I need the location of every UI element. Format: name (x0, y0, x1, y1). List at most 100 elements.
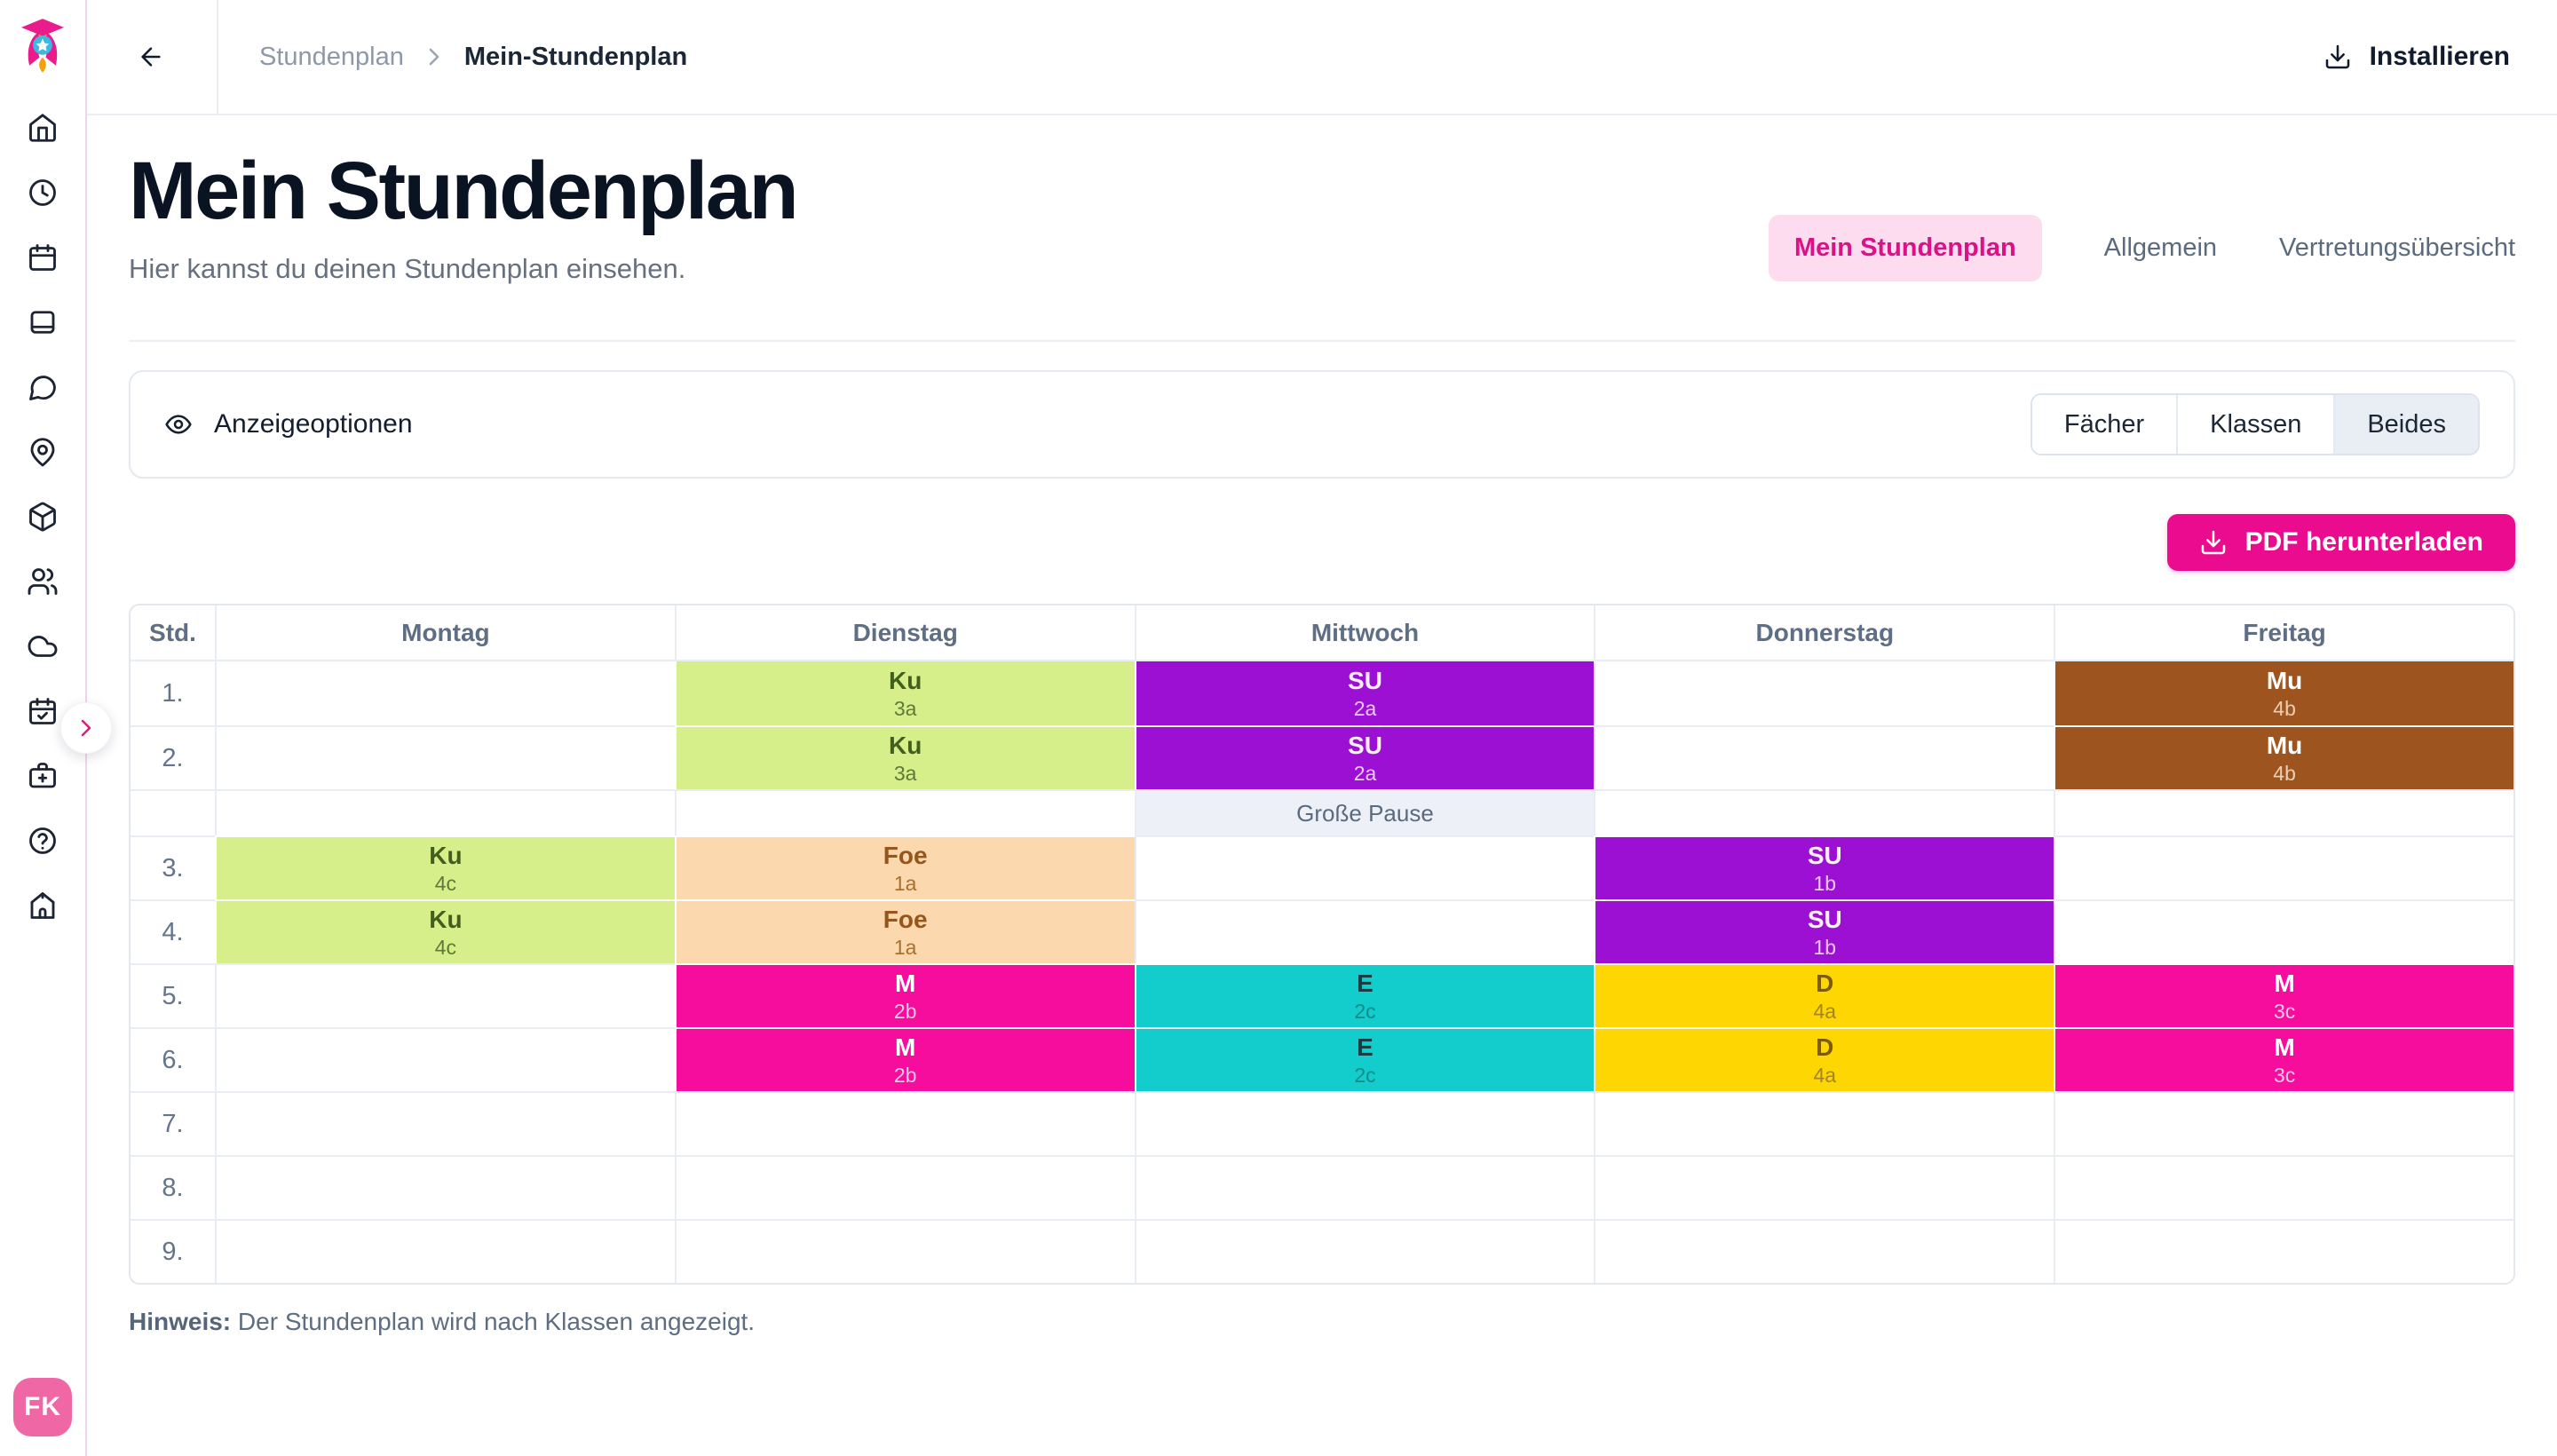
sidebar-item-chat[interactable] (27, 371, 59, 403)
lesson-cell: Ku 4c (215, 835, 675, 900)
period-label: 3. (131, 835, 215, 899)
lesson-subject: M (2274, 1033, 2295, 1061)
breadcrumb: Stundenplan Mein-Stundenplan (259, 43, 687, 72)
lesson-subject: Ku (889, 731, 922, 759)
empty-cell (1134, 1155, 1595, 1220)
lesson-class: 4a (1813, 1063, 1837, 1087)
lesson-subject: D (1816, 969, 1834, 997)
view-mode-segmented-control: Fächer Klassen Beides (2030, 393, 2480, 456)
back-button[interactable] (85, 0, 217, 114)
lesson-subject: Mu (2266, 731, 2303, 759)
pdf-download-button[interactable]: PDF herunterladen (2166, 514, 2515, 572)
sidebar-item-calendar[interactable] (27, 241, 59, 273)
medical-bag-icon (29, 763, 56, 788)
lesson-class: 3c (2273, 999, 2296, 1023)
lesson-subject: SU (1807, 841, 1842, 869)
chevron-right-icon (72, 714, 100, 742)
lesson-class: 4a (1813, 999, 1837, 1023)
breadcrumb-root-link[interactable]: Stundenplan (259, 42, 404, 71)
period-label: 5. (131, 963, 215, 1027)
lesson-class: 1a (893, 935, 917, 959)
sidebar-item-medical-bag[interactable] (27, 760, 59, 792)
lesson-subject: Ku (889, 666, 922, 694)
sidebar-expand-button[interactable] (60, 702, 112, 754)
display-options-panel: Anzeigeoptionen Fächer Klassen Beides (129, 370, 2515, 479)
lesson-cell: M 2b (674, 1027, 1135, 1092)
lesson-cell: SU 2a (1134, 661, 1595, 726)
lesson-cell: SU 1b (1594, 835, 2054, 900)
column-header-std: Std. (131, 605, 215, 662)
chat-icon (29, 376, 56, 400)
period-label: 7. (131, 1091, 215, 1155)
sidebar-item-help-circle[interactable] (27, 825, 59, 857)
lesson-class: 1a (893, 871, 917, 895)
empty-cell (2054, 899, 2513, 964)
empty-cell (1134, 1219, 1595, 1284)
lesson-cell: M 2b (674, 963, 1135, 1028)
sidebar-item-users[interactable] (27, 566, 59, 597)
sidebar-item-cloud[interactable] (27, 630, 59, 662)
lesson-cell: Ku 3a (674, 725, 1135, 790)
download-icon (2199, 528, 2228, 557)
topbar: Stundenplan Mein-Stundenplan Installiere… (85, 0, 2557, 115)
tab-allgemein[interactable]: Allgemein (2103, 233, 2218, 263)
period-label (131, 789, 215, 835)
sidebar-item-map-pin[interactable] (27, 436, 59, 468)
chevron-right-icon (81, 719, 91, 737)
lesson-cell: Ku 4c (215, 899, 675, 964)
empty-cell (1594, 661, 2054, 726)
lesson-subject: Foe (883, 841, 928, 869)
sidebar-item-calendar-check[interactable] (27, 695, 59, 727)
lesson-subject: Ku (429, 905, 463, 933)
map-pin-icon (30, 438, 55, 467)
empty-cell (674, 1091, 1135, 1156)
empty-cell (674, 1219, 1135, 1284)
empty-cell (2054, 789, 2513, 836)
sidebar-item-school[interactable] (27, 890, 59, 922)
lesson-class: 3a (893, 761, 917, 785)
lesson-cell: E 2c (1134, 963, 1595, 1028)
empty-cell (2054, 1155, 2513, 1220)
empty-cell (674, 1155, 1135, 1220)
breadcrumb-chevron-icon (420, 43, 448, 71)
lesson-subject: Ku (429, 841, 463, 869)
empty-cell (1594, 1091, 2054, 1156)
empty-cell (2054, 835, 2513, 900)
empty-cell (215, 725, 675, 790)
lesson-cell: SU 2a (1134, 725, 1595, 790)
breadcrumb-current: Mein-Stundenplan (463, 42, 688, 71)
empty-cell (1594, 789, 2054, 836)
tab-vertretungsuebersicht[interactable]: Vertretungsübersicht (2279, 233, 2515, 263)
install-button[interactable]: Installieren (2318, 41, 2515, 73)
lesson-class: 2c (1354, 1063, 1376, 1087)
tab-bar: Mein Stundenplan Allgemein Vertretungsüb… (1768, 215, 2515, 282)
period-label: 2. (131, 725, 215, 789)
sidebar-item-home[interactable] (27, 112, 59, 144)
empty-cell (215, 661, 675, 726)
chevron-right-icon (429, 48, 439, 66)
lesson-subject: SU (1348, 731, 1382, 759)
page-title: Mein Stundenplan (129, 146, 799, 236)
segment-beides[interactable]: Beides (2333, 395, 2478, 455)
empty-cell (215, 1219, 675, 1284)
tab-mein-stundenplan[interactable]: Mein Stundenplan (1768, 215, 2042, 282)
lesson-subject: M (2274, 969, 2295, 997)
sidebar-item-clock[interactable] (27, 177, 59, 209)
lesson-subject: D (1816, 1033, 1834, 1061)
segment-faecher[interactable]: Fächer (2031, 395, 2177, 455)
lesson-class: 3c (2273, 1063, 2296, 1087)
download-icon (2323, 43, 2352, 71)
segment-klassen[interactable]: Klassen (2176, 395, 2334, 455)
user-avatar[interactable]: FK (13, 1378, 72, 1436)
book-icon (30, 311, 55, 334)
download-icon (2201, 531, 2225, 555)
sidebar-item-book[interactable] (27, 306, 59, 338)
column-header-freitag: Freitag (2054, 605, 2513, 662)
sidebar-item-package[interactable] (27, 501, 59, 533)
lesson-class: 4b (2273, 761, 2296, 785)
install-label: Installieren (2369, 42, 2510, 71)
lesson-class: 2c (1354, 999, 1376, 1023)
empty-cell (1594, 1155, 2054, 1220)
period-label: 4. (131, 899, 215, 963)
lesson-class: 4c (434, 871, 457, 895)
